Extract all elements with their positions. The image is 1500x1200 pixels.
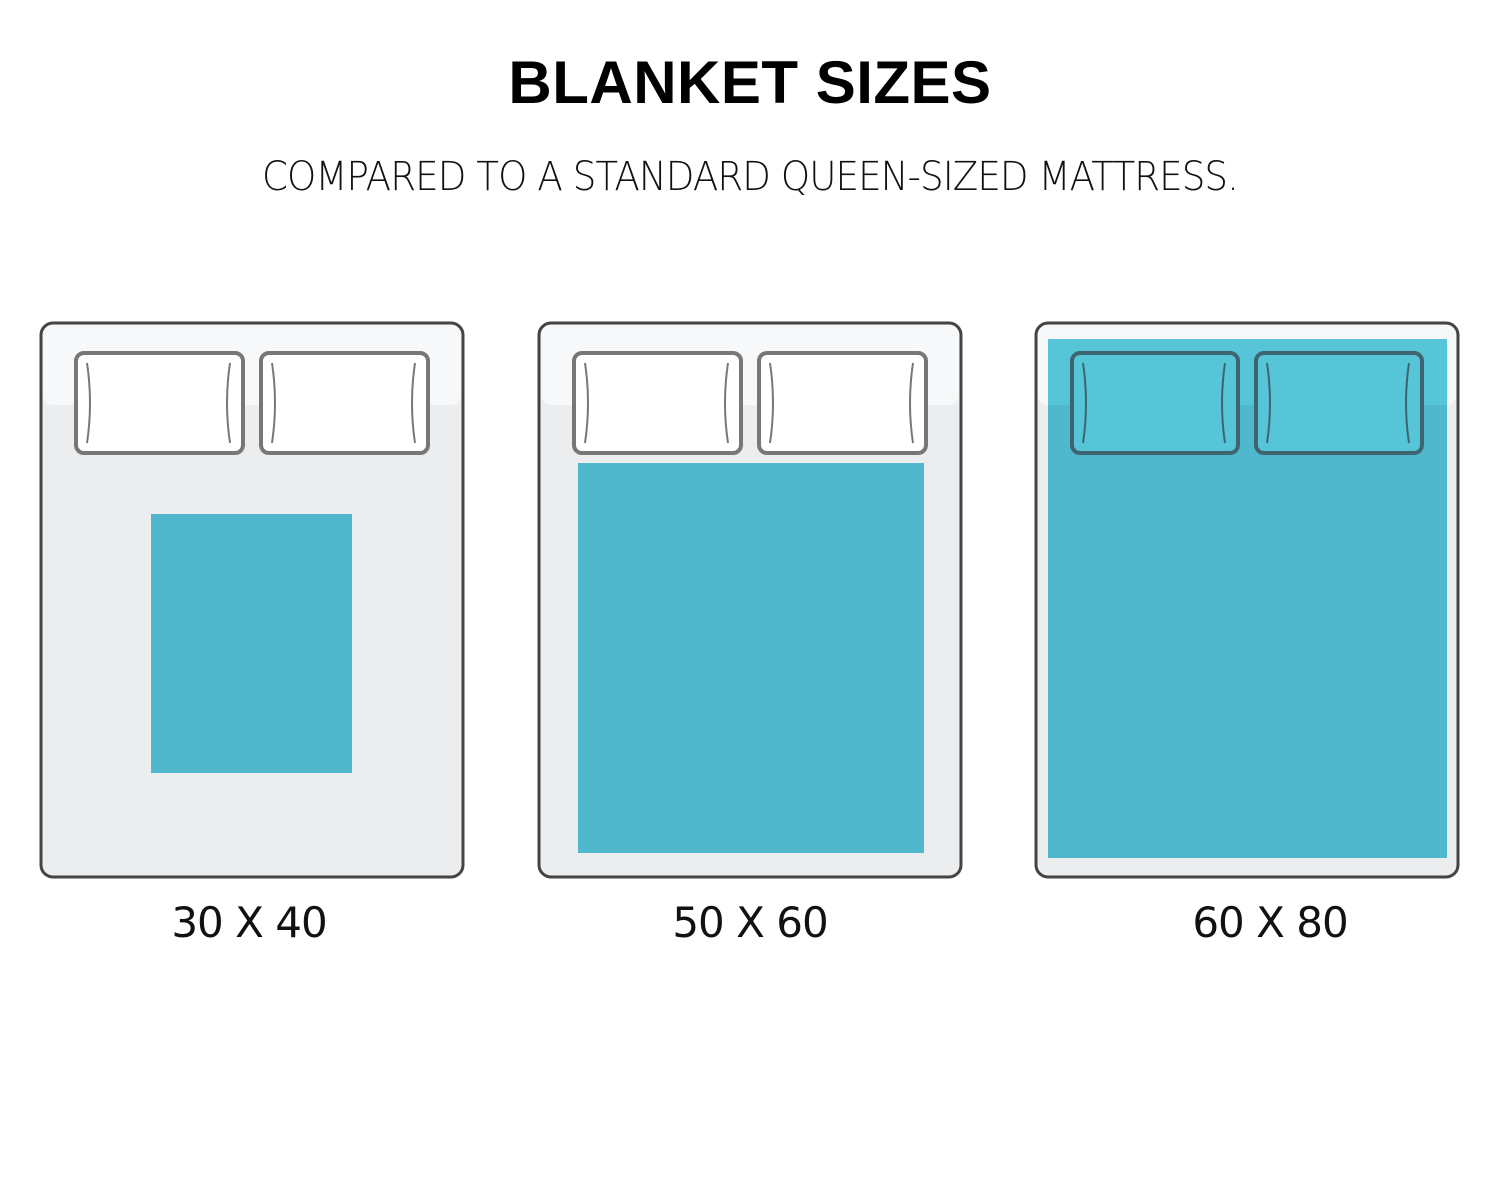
pillow-right [1254,351,1424,455]
size-label-3: 60 X 80 [1192,898,1348,947]
page-subtitle: COMPARED TO A STANDARD QUEEN-SIZED MATTR… [261,154,1239,200]
pillow-right [757,351,928,455]
bed-2 [537,321,963,879]
blanket-30x40 [151,514,352,773]
pillow-right [259,351,430,455]
page-title: BLANKET SIZES [508,49,992,116]
blanket-50x60 [578,463,924,853]
bed-3 [1034,321,1460,879]
size-label-1: 30 X 40 [171,898,327,947]
pillow-left [1070,351,1240,455]
bed-1 [39,321,465,879]
pillow-left [572,351,743,455]
pillow-left [74,351,245,455]
size-label-2: 50 X 60 [672,898,828,947]
